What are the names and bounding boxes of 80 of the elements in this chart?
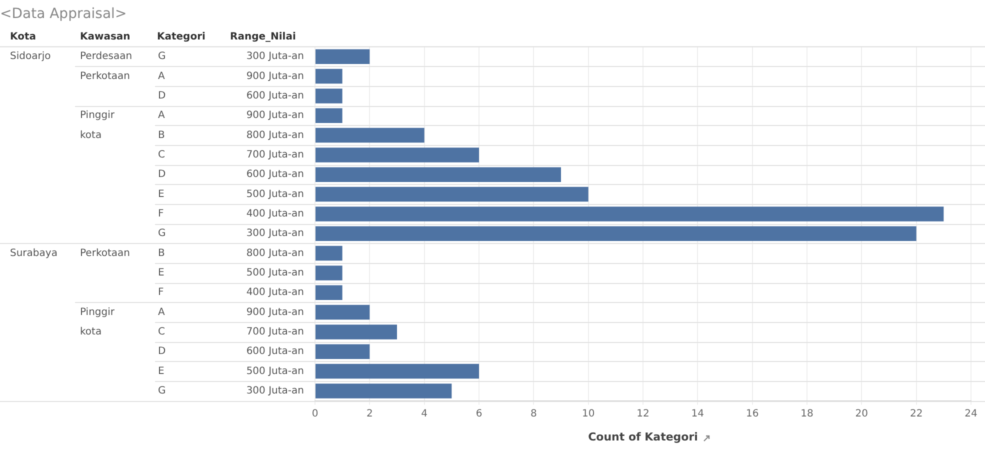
- text: G: [158, 51, 166, 62]
- text: E: [158, 366, 164, 377]
- bar: [316, 364, 479, 379]
- text: Perdesaan: [80, 51, 132, 62]
- text: A: [158, 306, 165, 318]
- text: F: [158, 287, 164, 298]
- text: Sidoarjo: [10, 51, 51, 62]
- text: D: [158, 90, 166, 102]
- y-tick-label: 500 Juta-an: [246, 188, 304, 200]
- text: D: [158, 169, 166, 180]
- bar: [316, 68, 342, 84]
- text: Kawasan: [80, 32, 130, 43]
- y-tick-label: 300 Juta-an: [246, 228, 304, 240]
- y-tick-label: 900 Juta-an: [246, 306, 304, 318]
- text: G: [158, 228, 166, 240]
- y-tick-label: 600 Juta-an: [246, 169, 304, 180]
- text: Kota: [10, 32, 36, 43]
- text: B: [158, 130, 165, 141]
- y-tick-label: 500 Juta-an: [246, 268, 304, 279]
- bar: [316, 285, 342, 300]
- x-tick-label: 4: [421, 408, 428, 420]
- x-tick-label: 8: [530, 408, 537, 420]
- text: F: [158, 208, 164, 220]
- bar: [316, 108, 342, 124]
- x-tick-label: 2: [366, 408, 373, 420]
- text: <Data Appraisal>: [0, 6, 127, 22]
- y-tick-label: 600 Juta-an: [246, 90, 304, 102]
- x-tick-label: 20: [855, 408, 868, 420]
- text: E: [158, 188, 164, 200]
- text: B: [158, 248, 165, 259]
- y-tick-label: 400 Juta-an: [246, 287, 304, 298]
- x-axis-title: Count of Kategori: [588, 430, 698, 444]
- x-tick-label: 16: [746, 408, 759, 420]
- bar: [316, 266, 342, 280]
- text: Surabaya: [10, 248, 58, 259]
- y-tick-label: 500 Juta-an: [246, 366, 304, 377]
- y-tick-label: 800 Juta-an: [246, 248, 304, 259]
- y-tick-label: 800 Juta-an: [246, 130, 304, 141]
- y-tick-label: 900 Juta-an: [246, 110, 304, 122]
- text: Perkotaan: [80, 248, 130, 259]
- y-tick-label: 300 Juta-an: [246, 51, 304, 62]
- y-tick-label: 400 Juta-an: [246, 208, 304, 220]
- text: C: [158, 326, 165, 338]
- text: G: [158, 386, 166, 397]
- bar: [316, 324, 397, 340]
- bar: [316, 344, 370, 360]
- x-tick-label: 18: [800, 408, 814, 420]
- text: C: [158, 150, 165, 161]
- text: E: [158, 268, 164, 279]
- y-tick-label: 300 Juta-an: [246, 386, 304, 397]
- bar: [316, 186, 588, 202]
- y-tick-label: 700 Juta-an: [246, 150, 304, 161]
- text: A: [158, 70, 165, 82]
- bar: [316, 128, 424, 143]
- text: A: [158, 110, 165, 122]
- bar: [316, 167, 561, 182]
- x-tick-label: 12: [636, 408, 650, 420]
- bar: [316, 148, 479, 162]
- x-tick-label: 10: [582, 408, 595, 420]
- y-tick-label: 600 Juta-an: [246, 346, 304, 358]
- y-tick-label: 900 Juta-an: [246, 70, 304, 82]
- y-tick-label: 700 Juta-an: [246, 326, 304, 338]
- x-tick-label: 6: [476, 408, 482, 420]
- text: Pinggir kota: [80, 306, 116, 338]
- y-axis-title: Range_Nilai: [230, 32, 296, 43]
- text: Pinggir kota: [80, 110, 116, 141]
- bar: [316, 226, 916, 242]
- bar: [316, 206, 944, 222]
- x-tick-label: 0: [312, 408, 318, 420]
- text: Kategori: [157, 32, 206, 43]
- x-tick-label: 14: [691, 408, 704, 420]
- bar: [316, 246, 342, 261]
- bar: [316, 49, 370, 64]
- text: Perkotaan: [80, 70, 130, 82]
- x-tick-label: 22: [910, 408, 923, 420]
- bar: [316, 304, 370, 320]
- text: D: [158, 346, 166, 358]
- x-tick-label: 24: [964, 408, 978, 420]
- bar: [316, 88, 342, 104]
- bar: [316, 384, 452, 398]
